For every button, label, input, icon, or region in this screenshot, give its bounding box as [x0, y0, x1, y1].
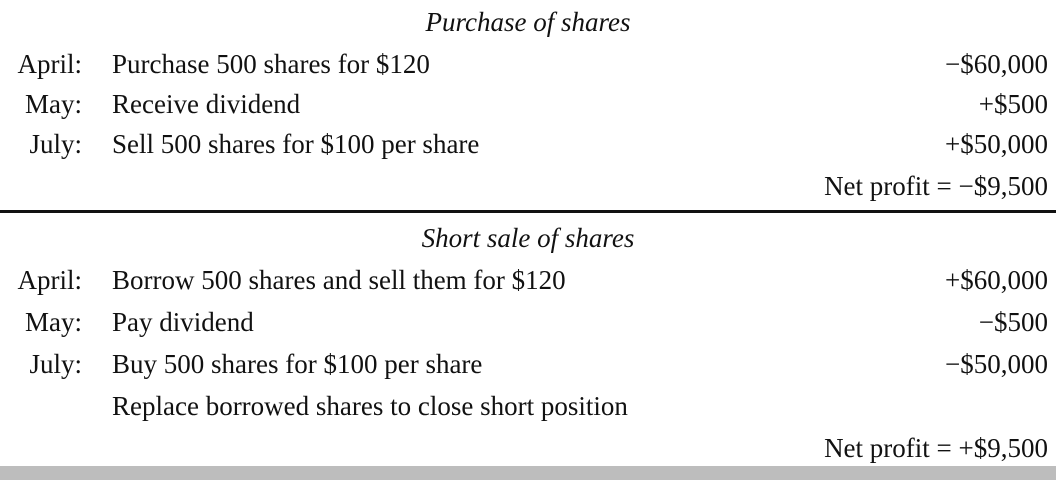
row-month: April:	[17, 265, 83, 295]
row-month: April:	[17, 49, 83, 79]
row-amount: +$500	[978, 89, 1048, 119]
row-description: Borrow 500 shares and sell them for $120	[112, 265, 566, 295]
purchase-row-july: July: Sell 500 shares for $100 per share…	[0, 124, 1056, 164]
row-amount: +$60,000	[945, 265, 1048, 295]
bottom-rule	[0, 466, 1056, 480]
short-row-replace: Replace borrowed shares to close short p…	[0, 386, 1056, 426]
row-month: July:	[29, 349, 82, 379]
net-profit: Net profit = −$9,500	[824, 171, 1048, 201]
short-net-profit-row: Net profit = +$9,500	[0, 428, 1056, 468]
short-row-april: April: Borrow 500 shares and sell them f…	[0, 260, 1056, 300]
purchase-row-may: May: Receive dividend +$500	[0, 84, 1056, 124]
row-description: Receive dividend	[112, 89, 301, 119]
row-description: Sell 500 shares for $100 per share	[112, 129, 480, 159]
row-month: May:	[25, 89, 82, 119]
row-amount: −$50,000	[945, 349, 1048, 379]
net-profit: Net profit = +$9,500	[824, 433, 1048, 463]
purchase-heading: Purchase of shares	[425, 7, 631, 37]
purchase-row-april: April: Purchase 500 shares for $120 −$60…	[0, 44, 1056, 84]
short-row-may: May: Pay dividend −$500	[0, 302, 1056, 342]
short-row-july: July: Buy 500 shares for $100 per share …	[0, 344, 1056, 384]
row-month: May:	[25, 307, 82, 337]
section-divider	[0, 210, 1056, 213]
row-description: Replace borrowed shares to close short p…	[112, 391, 628, 421]
row-description: Buy 500 shares for $100 per share	[112, 349, 483, 379]
row-month: July:	[29, 129, 82, 159]
row-amount: −$60,000	[945, 49, 1048, 79]
row-amount: +$50,000	[945, 129, 1048, 159]
row-description: Purchase 500 shares for $120	[112, 49, 430, 79]
short-sale-heading: Short sale of shares	[421, 223, 635, 253]
row-amount: −$500	[978, 307, 1048, 337]
purchase-net-profit-row: Net profit = −$9,500	[0, 166, 1056, 206]
row-description: Pay dividend	[112, 307, 254, 337]
